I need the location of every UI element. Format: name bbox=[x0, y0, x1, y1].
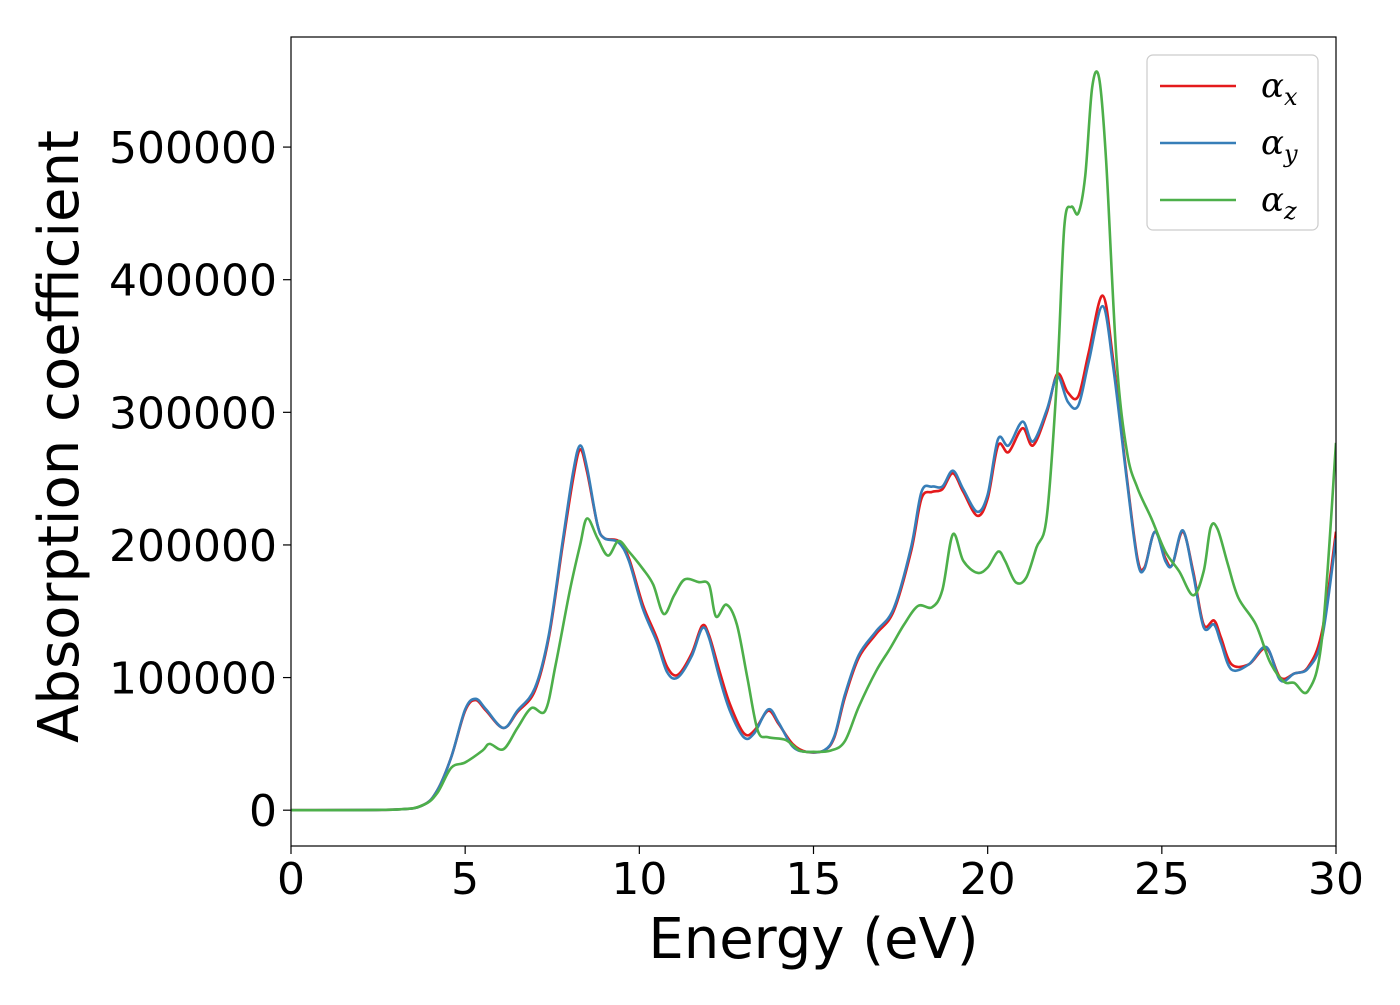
series-line-y bbox=[291, 304, 1336, 812]
x-tick-label: 20 bbox=[960, 854, 1016, 905]
x-tick-label: 25 bbox=[1134, 854, 1190, 905]
x-tick-label: 30 bbox=[1308, 854, 1364, 905]
series-line-z bbox=[291, 70, 1336, 812]
x-tick-label: 10 bbox=[611, 854, 667, 905]
x-axis: 0 5 10 15 20 25 30 bbox=[277, 846, 1364, 905]
y-tick-label: 200000 bbox=[109, 521, 277, 572]
x-tick-label: 5 bbox=[451, 854, 479, 905]
x-tick-label: 0 bbox=[277, 854, 305, 905]
y-tick-label: 300000 bbox=[109, 388, 277, 439]
y-axis-title: Absorption coefficient bbox=[27, 130, 92, 743]
y-tick-label: 400000 bbox=[109, 256, 277, 307]
legend-item-y: αy bbox=[1160, 123, 1298, 168]
x-axis-title: Energy (eV) bbox=[648, 907, 978, 972]
y-tick-label: 0 bbox=[249, 786, 277, 837]
series-line-x bbox=[291, 294, 1336, 812]
y-tick-label: 500000 bbox=[109, 123, 277, 174]
series-layer bbox=[291, 70, 1336, 812]
y-axis: 0 100000 200000 300000 400000 500000 bbox=[109, 123, 291, 837]
x-tick-label: 15 bbox=[786, 854, 842, 905]
y-tick-label: 100000 bbox=[109, 654, 277, 705]
